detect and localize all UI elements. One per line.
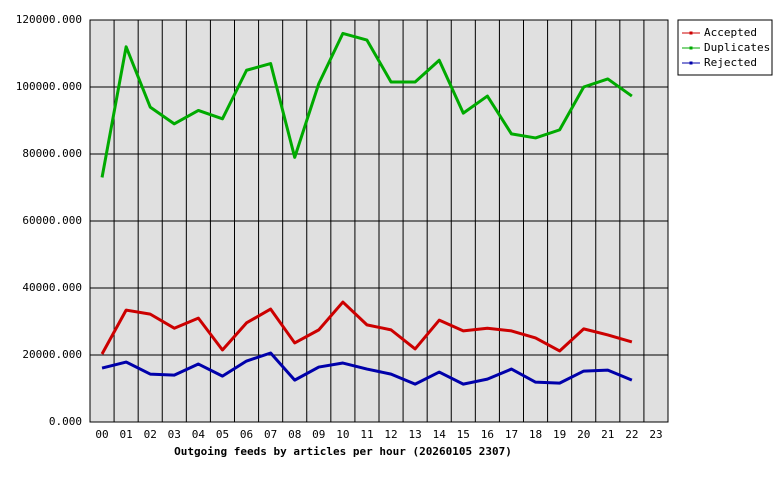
x-tick-label: 04	[192, 428, 206, 441]
x-axis-title: Outgoing feeds by articles per hour (202…	[174, 445, 512, 458]
x-tick-label: 17	[505, 428, 518, 441]
x-tick-label: 15	[457, 428, 470, 441]
x-tick-label: 02	[144, 428, 157, 441]
x-tick-label: 18	[529, 428, 542, 441]
x-tick-label: 23	[649, 428, 662, 441]
y-tick-label: 20000.000	[22, 348, 82, 361]
y-tick-label: 0.000	[49, 415, 82, 428]
legend-marker	[689, 31, 693, 35]
y-tick-label: 40000.000	[22, 281, 82, 294]
legend-label: Rejected	[704, 56, 757, 69]
x-tick-label: 11	[360, 428, 373, 441]
x-tick-label: 22	[625, 428, 638, 441]
series-line	[100, 300, 633, 355]
x-tick-label: 09	[312, 428, 325, 441]
x-tick-label: 19	[553, 428, 566, 441]
series-line	[100, 31, 633, 178]
x-tick-label: 13	[409, 428, 422, 441]
x-tick-label: 12	[384, 428, 397, 441]
x-tick-label: 16	[481, 428, 494, 441]
x-tick-label: 03	[168, 428, 181, 441]
x-tick-label: 05	[216, 428, 229, 441]
y-tick-label: 100000.000	[16, 80, 82, 93]
legend-marker	[689, 46, 693, 50]
x-tick-label: 20	[577, 428, 590, 441]
x-tick-label: 21	[601, 428, 614, 441]
y-tick-label: 120000.000	[16, 13, 82, 26]
legend-label: Duplicates	[704, 41, 770, 54]
y-tick-label: 60000.000	[22, 214, 82, 227]
x-tick-label: 07	[264, 428, 277, 441]
legend-marker	[689, 61, 693, 65]
x-tick-label: 01	[120, 428, 133, 441]
legend-label: Accepted	[704, 26, 757, 39]
x-tick-label: 06	[240, 428, 253, 441]
series-line	[101, 351, 633, 386]
x-tick-label: 08	[288, 428, 301, 441]
y-tick-label: 80000.000	[22, 147, 82, 160]
plot-frame	[89, 19, 669, 423]
x-tick-label: 00	[95, 428, 108, 441]
x-tick-label: 10	[336, 428, 349, 441]
x-tick-label: 14	[433, 428, 447, 441]
